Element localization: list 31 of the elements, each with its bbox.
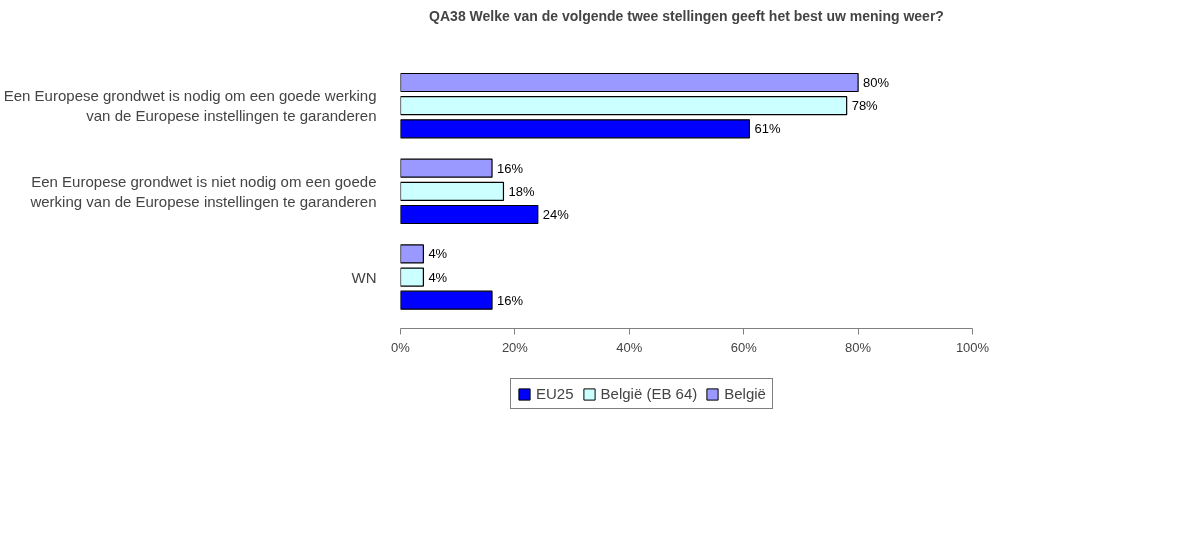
chart-title: QA38 Welke van de volgende twee stellingen geeft het best uw mening weer? bbox=[429, 7, 944, 24]
data-label: 16% bbox=[497, 292, 524, 308]
x-tick-label: 20% bbox=[501, 339, 529, 355]
bar bbox=[400, 119, 751, 139]
data-label: 18% bbox=[508, 183, 535, 199]
bar bbox=[400, 72, 859, 93]
bar bbox=[400, 96, 848, 116]
x-tick-label: 0% bbox=[391, 339, 411, 355]
data-label: 4% bbox=[428, 269, 448, 285]
y-tick-label: Een Europese grondwet is niet nodig om een goede werking van de Europese instellingen te garanderen bbox=[29, 172, 377, 211]
bar bbox=[400, 290, 493, 310]
legend-label: België (EB 64) bbox=[600, 385, 698, 402]
data-label: 4% bbox=[428, 246, 448, 262]
data-label: 78% bbox=[851, 98, 879, 114]
bar bbox=[400, 181, 505, 201]
data-label: 16% bbox=[497, 160, 524, 176]
x-tick-label: 40% bbox=[616, 339, 643, 355]
legend-label: EU25 bbox=[536, 385, 574, 402]
legend-label: België bbox=[724, 385, 766, 402]
bar bbox=[400, 204, 539, 225]
bar bbox=[400, 267, 424, 287]
x-tick-label: 100% bbox=[955, 339, 990, 355]
y-tick-label: WN bbox=[351, 268, 377, 286]
data-label: 24% bbox=[542, 207, 570, 222]
bar bbox=[400, 244, 424, 264]
x-tick-label: 60% bbox=[730, 339, 758, 355]
data-label: 80% bbox=[863, 75, 890, 90]
bar bbox=[400, 158, 493, 178]
y-tick-label: Een Europese grondwet is nodig om een goede werking van de Europese instellingen te garanderen bbox=[3, 86, 377, 125]
data-label: 61% bbox=[754, 121, 781, 137]
x-tick-label: 80% bbox=[845, 339, 872, 355]
